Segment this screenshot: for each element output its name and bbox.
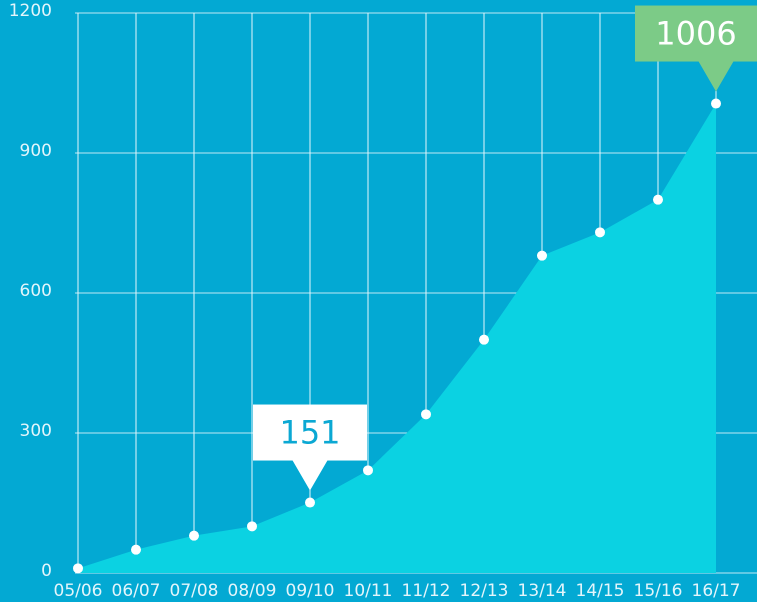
y-tick-label: 900 [20,141,52,161]
x-tick-label: 12/13 [460,581,509,601]
point [247,521,257,532]
x-tick-label: 15/16 [634,581,683,601]
point [305,497,315,508]
y-tick-label: 0 [41,561,52,581]
point [131,544,141,555]
x-tick-label: 05/06 [54,581,103,601]
point [653,194,663,205]
point [595,227,605,238]
x-tick-label: 07/08 [170,581,219,601]
area [78,103,716,574]
x-tick-label: 09/10 [286,581,335,601]
y-tick-label: 300 [20,421,52,441]
callout-box [253,404,367,461]
x-tick-label: 11/12 [402,581,451,601]
point [189,530,199,541]
point [711,98,721,109]
x-tick-label: 10/11 [344,581,393,601]
point [421,409,431,420]
x-tick-label: 13/14 [518,581,567,601]
point [363,465,373,476]
y-tick-label: 600 [20,281,52,301]
callout-box [635,5,757,62]
callout-label: 1006 [655,15,736,53]
point [537,250,547,261]
callout-pointer [292,459,328,491]
point [73,563,83,574]
x-tick-label: 14/15 [576,581,625,601]
x-tick-label: 06/07 [112,581,161,601]
x-tick-label: 08/09 [228,581,277,601]
callout-label: 151 [279,414,340,452]
x-tick-label: 16/17 [692,581,741,601]
callout-pointer [698,60,734,92]
point [479,334,489,345]
y-tick-label: 1200 [9,1,52,21]
